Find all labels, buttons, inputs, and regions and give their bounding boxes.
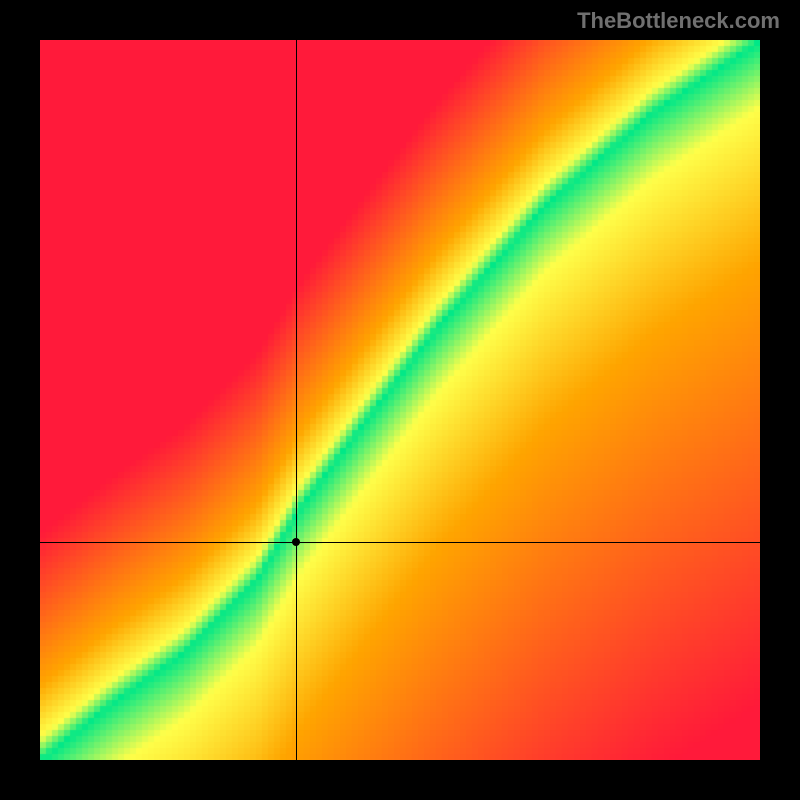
heatmap-chart — [40, 40, 760, 760]
crosshair-vertical — [296, 40, 297, 760]
heatmap-canvas — [40, 40, 760, 760]
watermark-text: TheBottleneck.com — [577, 8, 780, 34]
crosshair-dot — [292, 538, 300, 546]
chart-container: { "watermark": "TheBottleneck.com", "wat… — [0, 0, 800, 800]
crosshair-horizontal — [40, 542, 760, 543]
